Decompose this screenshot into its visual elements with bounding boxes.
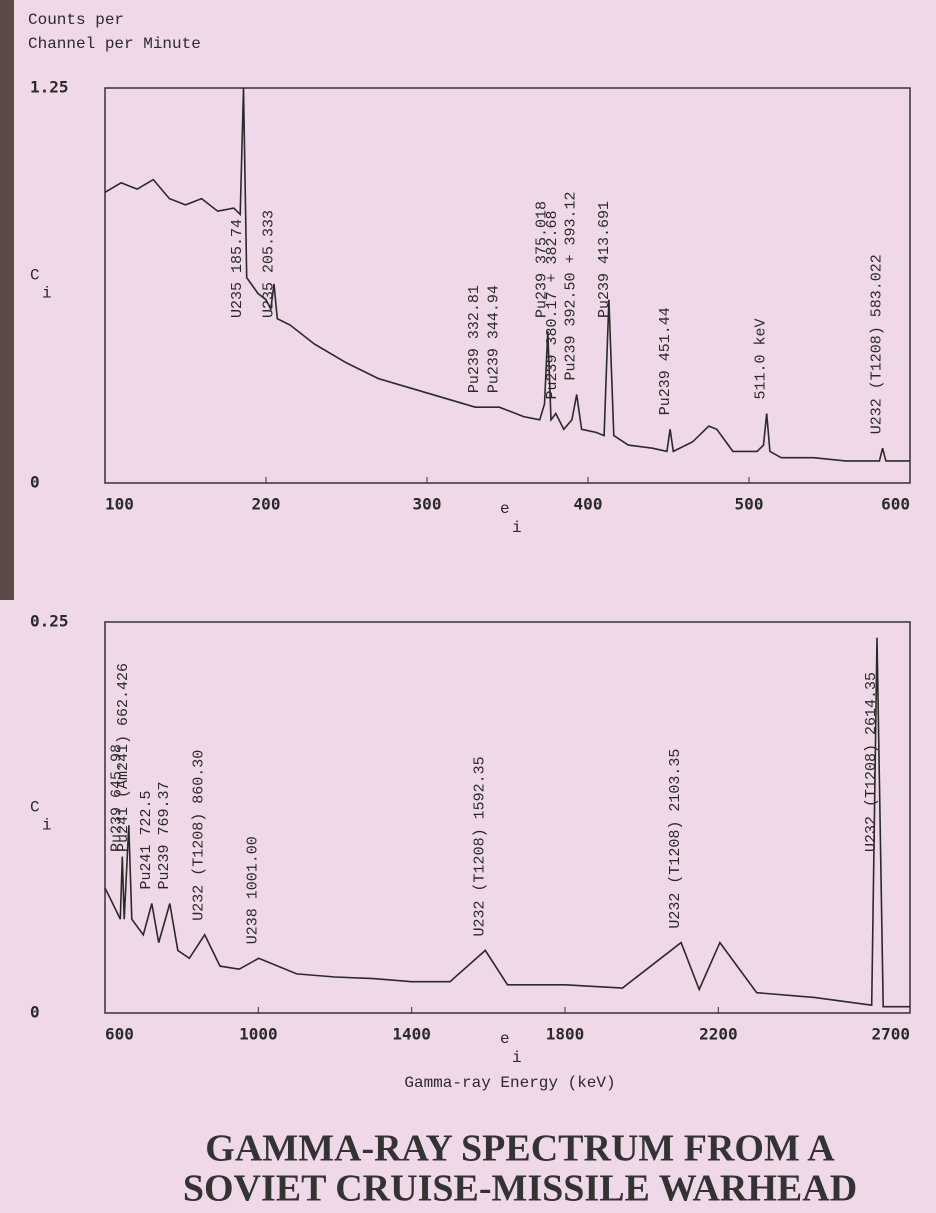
x-tick-label: 2700 — [871, 1025, 910, 1044]
x-axis-title: Gamma-ray Energy (keV) — [404, 1074, 615, 1092]
photo-edge — [0, 0, 14, 600]
peak-label: U232 (T1208) 1592.35 — [471, 756, 488, 936]
peak-label: Pu239 392.50 + 393.12 — [562, 191, 579, 380]
axis-symbol: C — [30, 799, 40, 817]
y-tick-label: 0 — [30, 1003, 40, 1022]
x-tick-label: 1800 — [546, 1025, 585, 1044]
y-tick-label: 1.25 — [30, 78, 69, 97]
page-title: GAMMA-RAY SPECTRUM FROM A — [205, 1128, 835, 1170]
peak-label: Pu241 (Am241) 662.426 — [115, 663, 132, 852]
x-tick-label: 1000 — [239, 1025, 278, 1044]
x-tick-label: 100 — [105, 495, 134, 514]
peak-label: Pu239 645.98 — [109, 744, 126, 852]
plot-frame — [104, 621, 911, 1014]
y-tick-label: 0.25 — [30, 612, 69, 631]
peak-label: U232 (T1208) 583.022 — [869, 254, 886, 434]
peak-label: U232 (T1208) 2614.35 — [863, 672, 880, 852]
spectrum-line — [104, 637, 910, 1008]
x-tick-label: 200 — [252, 495, 281, 514]
axis-symbol: i — [512, 519, 522, 537]
peak-label: Pu239 332.81 — [466, 285, 483, 393]
peak-label: Pu241 722.5 — [138, 790, 155, 889]
peak-label: Pu239 380.17 + 382.68 — [544, 210, 561, 399]
peak-label: Pu239 413.691 — [596, 201, 613, 318]
peak-label: U235 185.74 — [229, 219, 246, 318]
peak-label: Pu239 344.94 — [485, 285, 502, 393]
axis-symbol: e — [500, 1030, 510, 1048]
x-tick-label: 600 — [105, 1025, 134, 1044]
axis-symbol: i — [42, 817, 52, 835]
x-tick-label: 600 — [881, 495, 910, 514]
peak-label: U235 205.333 — [261, 210, 278, 318]
peak-label: 511.0 keV — [753, 318, 770, 399]
peak-label: U232 (T1208) 860.30 — [191, 750, 208, 921]
peak-label: Pu239 375.018 — [534, 201, 551, 318]
axis-symbol: C — [30, 267, 40, 285]
axis-symbol: i — [512, 1049, 522, 1067]
peak-label: U232 (T1208) 2103.35 — [667, 749, 684, 929]
x-tick-label: 400 — [574, 495, 603, 514]
axis-symbol: i — [42, 285, 52, 303]
y-axis-title: Counts per — [28, 11, 124, 29]
axis-symbol: e — [500, 500, 510, 518]
x-tick-label: 2200 — [699, 1025, 738, 1044]
peak-label: Pu239 451.44 — [657, 307, 674, 415]
plot-frame — [104, 87, 911, 484]
spectrum-line — [104, 87, 910, 462]
page-title: SOVIET CRUISE-MISSILE WARHEAD — [183, 1168, 857, 1210]
peak-label: Pu239 769.37 — [156, 781, 173, 889]
peak-label: U238 1001.00 — [245, 836, 262, 944]
x-tick-label: 1400 — [392, 1025, 431, 1044]
x-tick-label: 500 — [735, 495, 764, 514]
y-tick-label: 0 — [30, 473, 40, 492]
y-axis-title: Channel per Minute — [28, 35, 201, 53]
x-tick-label: 300 — [413, 495, 442, 514]
